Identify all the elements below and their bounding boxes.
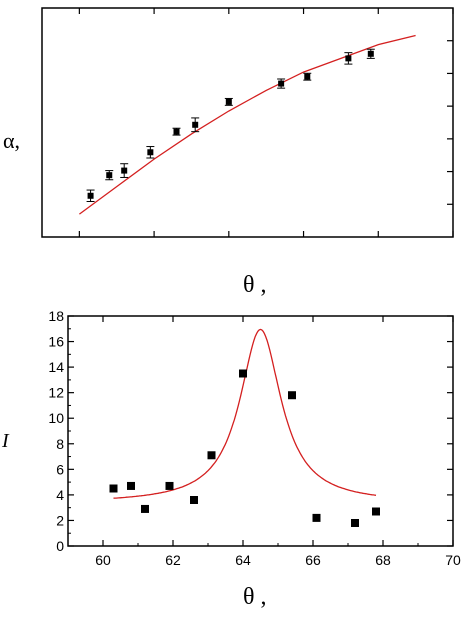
bottom-y-tick-label: 16: [48, 334, 64, 350]
bottom-x-tick-label: 62: [165, 552, 181, 568]
top-data-point: [225, 98, 232, 105]
bottom-data-points: [109, 369, 380, 527]
bottom-y-axis-label: I: [1, 430, 10, 452]
top-axis-ticks: [78, 8, 454, 237]
bottom-y-tick-label: 0: [56, 538, 64, 554]
bottom-y-tick-label: 18: [48, 308, 64, 324]
bottom-x-axis-label: θ ,: [243, 584, 267, 610]
bottom-axis-ticks: [67, 315, 454, 547]
bottom-x-tick-label: 60: [95, 552, 111, 568]
bottom-data-point: [207, 451, 216, 460]
top-x-axis-label: θ ,: [243, 272, 267, 298]
top-data-point: [367, 50, 374, 57]
bottom-data-point: [190, 496, 198, 504]
top-data-point: [345, 55, 352, 62]
bottom-plot-frame: [67, 315, 454, 547]
bottom-data-point: [109, 484, 118, 493]
bottom-y-tick-label: 4: [56, 487, 64, 503]
bottom-x-tick-label: 64: [235, 552, 251, 568]
bottom-data-point: [141, 504, 149, 513]
bottom-data-point: [312, 513, 321, 522]
bottom-fit-curve: [113, 328, 377, 499]
bottom-y-tick-label: 14: [48, 359, 64, 375]
bottom-data-point: [127, 481, 135, 490]
bottom-data-point: [351, 519, 359, 527]
bottom-x-tick-label: 68: [375, 552, 391, 568]
top-y-axis-label: α,: [3, 128, 20, 153]
top-data-point: [278, 80, 285, 87]
bottom-x-tick-label: 70: [445, 552, 461, 568]
bottom-data-point: [165, 481, 174, 490]
top-plot-frame: [41, 7, 454, 238]
bottom-y-tick-label: 6: [56, 461, 64, 477]
bottom-fit-line: [113, 328, 377, 499]
top-data-point: [106, 172, 113, 179]
bottom-data-point: [372, 507, 380, 516]
top-chart: α, θ ,: [3, 7, 454, 298]
bottom-y-tick-label: 12: [48, 385, 64, 401]
bottom-data-point: [239, 369, 247, 378]
top-data-points: [86, 48, 375, 203]
bottom-y-tick-label: 10: [48, 410, 64, 426]
bottom-y-tick-label: 8: [56, 436, 64, 452]
top-data-point: [121, 167, 128, 174]
bottom-x-tick-label: 66: [305, 552, 321, 568]
bottom-y-tick-label: 2: [56, 512, 64, 528]
top-data-point: [87, 192, 94, 199]
bottom-data-point: [288, 391, 296, 400]
top-data-point: [192, 121, 199, 128]
top-data-point: [304, 73, 311, 80]
top-fit-line: [79, 34, 416, 215]
top-fit-curve: [79, 34, 416, 215]
top-data-point: [147, 149, 154, 156]
top-data-point: [173, 128, 180, 135]
